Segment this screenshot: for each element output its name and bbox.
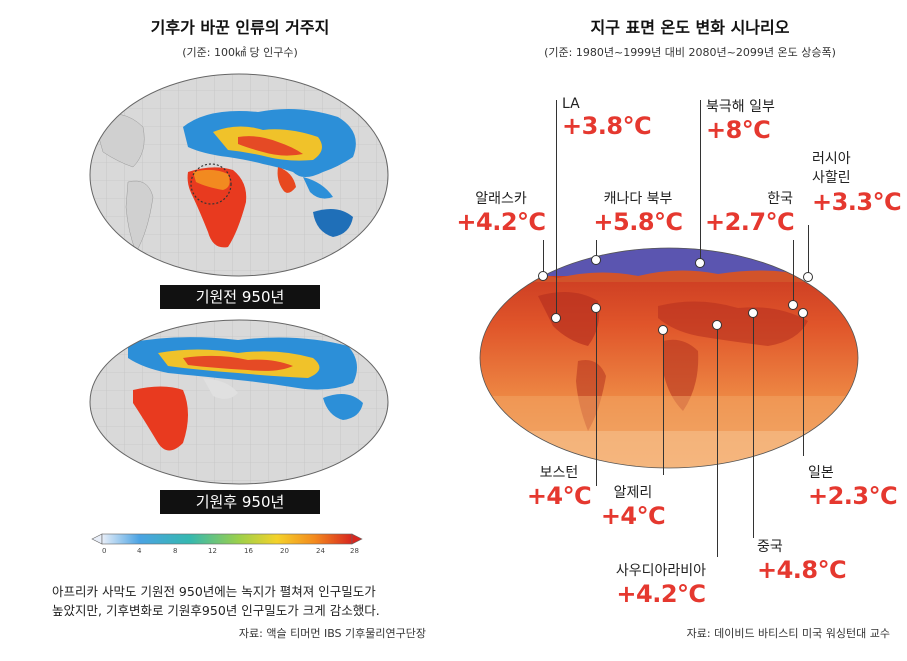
leader-line xyxy=(663,330,664,475)
caption: 아프리카 사막도 기원전 950년에는 녹지가 펼쳐져 인구밀도가 높았지만, … xyxy=(52,582,432,620)
leader-line xyxy=(543,240,544,275)
label-china: 중국 +4.8℃ xyxy=(757,536,847,584)
colorbar-tick: 4 xyxy=(137,547,142,555)
location-marker xyxy=(748,308,758,318)
label-la: LA +3.8℃ xyxy=(562,96,652,140)
city-name: 중국 xyxy=(757,539,783,555)
label-north-canada: 캐나다 북부 +5.8℃ xyxy=(586,188,690,236)
temperature-value: +3.3℃ xyxy=(812,188,902,216)
temperature-value: +4.2℃ xyxy=(616,580,706,608)
leader-line xyxy=(556,100,557,320)
africa-highlight-circle xyxy=(190,163,232,205)
location-marker xyxy=(551,313,561,323)
location-marker xyxy=(591,255,601,265)
colorbar-tick: 20 xyxy=(280,547,289,555)
colorbar xyxy=(91,533,363,545)
leader-line xyxy=(700,100,701,265)
right-source: 자료: 데이비드 바티스티 미국 워싱턴대 교수 xyxy=(686,627,890,640)
city-name: 보스턴 xyxy=(539,465,579,481)
colorbar-tick: 0 xyxy=(102,547,107,555)
label-japan: 일본 +2.3℃ xyxy=(808,462,898,510)
temperature-value: +4℃ xyxy=(600,502,666,530)
leader-line xyxy=(596,240,597,258)
colorbar-tick: 28 xyxy=(350,547,359,555)
city-name: 러시아 사할린 xyxy=(812,151,851,186)
location-marker xyxy=(803,272,813,282)
location-marker xyxy=(798,308,808,318)
label-arctic: 북극해 일부 +8℃ xyxy=(706,96,775,144)
city-name: 알래스카 xyxy=(475,191,527,207)
temperature-value: +3.8℃ xyxy=(562,112,652,140)
leader-line xyxy=(803,313,804,456)
leader-line xyxy=(753,313,754,538)
city-name: 한국 xyxy=(767,191,793,207)
location-marker xyxy=(788,300,798,310)
caption-line: 아프리카 사막도 기원전 950년에는 녹지가 펼쳐져 인구밀도가 xyxy=(52,584,376,599)
left-subtitle: (기준: 100㎢ 당 인구수) xyxy=(182,46,298,59)
leader-line xyxy=(808,225,809,275)
map-label-before: 기원전 950년 xyxy=(160,285,320,309)
temperature-value: +8℃ xyxy=(706,116,771,144)
colorbar-ticks: 0 4 8 12 16 20 24 28 xyxy=(102,547,359,559)
right-subtitle: (기준: 1980년~1999년 대비 2080년~2099년 온도 상승폭) xyxy=(544,46,836,59)
leader-line xyxy=(717,325,718,557)
temperature-value: +5.8℃ xyxy=(593,208,683,236)
colorbar-tick: 8 xyxy=(173,547,178,555)
city-name: 일본 xyxy=(808,465,834,481)
temperature-value: +2.3℃ xyxy=(808,482,898,510)
temperature-value: +2.7℃ xyxy=(705,208,795,236)
colorbar-tick: 24 xyxy=(316,547,325,555)
leader-line xyxy=(596,308,597,486)
label-alaska: 알래스카 +4.2℃ xyxy=(456,188,546,236)
caption-line: 높았지만, 기후변화로 기원후950년 인구밀도가 크게 감소했다. xyxy=(52,603,380,618)
label-korea: 한국 +2.7℃ xyxy=(705,188,795,236)
temperature-value: +4℃ xyxy=(526,482,592,510)
city-name: LA xyxy=(562,96,580,112)
label-algeria: 알제리 +4℃ xyxy=(600,482,666,530)
label-boston: 보스턴 +4℃ xyxy=(524,462,594,510)
population-map-after xyxy=(89,319,389,485)
location-marker xyxy=(712,320,722,330)
location-marker xyxy=(591,303,601,313)
city-name: 북극해 일부 xyxy=(706,99,775,115)
temperature-value: +4.2℃ xyxy=(456,208,546,236)
left-title: 기후가 바꾼 인류의 거주지 xyxy=(150,18,330,37)
right-title: 지구 표면 온도 변화 시나리오 xyxy=(590,18,790,37)
city-name: 사우디아라비아 xyxy=(615,563,707,579)
label-sakhalin: 러시아 사할린 +3.3℃ xyxy=(812,150,902,216)
temperature-value: +4.8℃ xyxy=(757,556,847,584)
location-marker xyxy=(538,271,548,281)
city-name: 알제리 xyxy=(613,485,653,501)
map-label-after: 기원후 950년 xyxy=(160,490,320,514)
leader-line xyxy=(793,240,794,305)
left-source: 자료: 액슬 티머먼 IBS 기후물리연구단장 xyxy=(238,627,426,640)
colorbar-tick: 16 xyxy=(244,547,253,555)
population-map-before xyxy=(89,73,389,277)
location-marker xyxy=(658,325,668,335)
city-name: 캐나다 북부 xyxy=(603,191,673,207)
location-marker xyxy=(695,258,705,268)
label-saudi-arabia: 사우디아라비아 +4.2℃ xyxy=(606,560,716,608)
colorbar-tick: 12 xyxy=(208,547,217,555)
